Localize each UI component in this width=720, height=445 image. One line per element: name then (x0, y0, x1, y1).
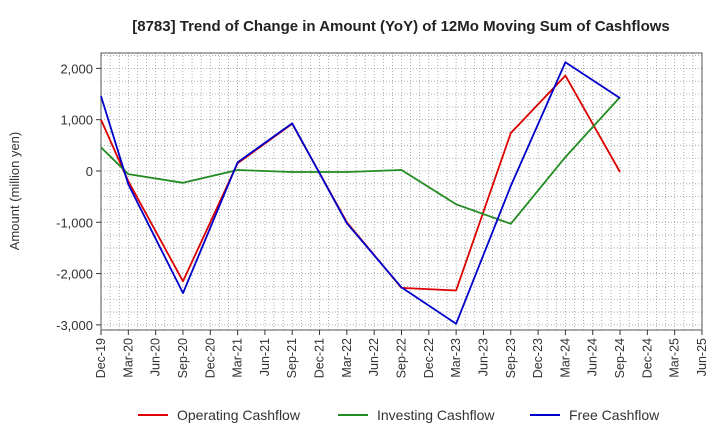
x-tick-label: Jun-20 (149, 338, 163, 376)
y-tick-label: -1,000 (56, 215, 93, 230)
series-line-free-cashflow (100, 61, 621, 325)
x-tick-label: Sep-22 (395, 338, 409, 378)
x-tick-label: Sep-21 (285, 338, 299, 378)
legend: Operating Cashflow Investing Cashflow Free… (138, 407, 660, 423)
y-tick-label: 1,000 (60, 113, 93, 128)
legend-label-free-cashflow: Free Cashflow (569, 407, 660, 423)
x-tick-label: Sep-20 (176, 338, 190, 378)
x-tick-label: Jun-22 (367, 338, 381, 376)
x-tick-label: Jun-24 (586, 338, 600, 376)
x-tick-label: Dec-20 (203, 338, 217, 378)
x-tick-label: Mar-25 (668, 338, 682, 378)
x-tick-label: Dec-23 (531, 338, 545, 378)
y-tick-label: 2,000 (60, 61, 93, 76)
plot-border (100, 52, 703, 331)
x-tick-label: Jun-21 (258, 338, 272, 376)
x-tick-label: Dec-22 (422, 338, 436, 378)
x-tick-label: Sep-24 (613, 338, 627, 378)
x-tick-label: Mar-23 (449, 338, 463, 378)
x-tick-label: Mar-22 (340, 338, 354, 378)
x-tick-label: Jun-25 (695, 338, 709, 376)
x-tick-label: Mar-21 (231, 338, 245, 378)
y-tick-label: -2,000 (56, 267, 93, 282)
y-axis-label: Amount (million yen) (7, 132, 22, 251)
x-tick-label: Mar-20 (121, 338, 135, 378)
chart-title: [8783] Trend of Change in Amount (YoY) o… (132, 18, 670, 35)
legend-label-operating-cashflow: Operating Cashflow (177, 407, 301, 423)
y-tick-label: 0 (86, 164, 93, 179)
x-tick-label: Jun-23 (476, 338, 490, 376)
x-tick-label: Dec-19 (94, 338, 108, 378)
legend-label-investing-cashflow: Investing Cashflow (377, 407, 495, 423)
x-tick-label: Dec-24 (640, 338, 654, 378)
y-tick-label: -3,000 (56, 318, 93, 333)
x-tick-label: Mar-24 (558, 338, 572, 378)
series-line-investing-cashflow (100, 96, 621, 225)
x-tick-label: Sep-23 (504, 338, 518, 378)
x-tick-label: Dec-21 (313, 338, 327, 378)
